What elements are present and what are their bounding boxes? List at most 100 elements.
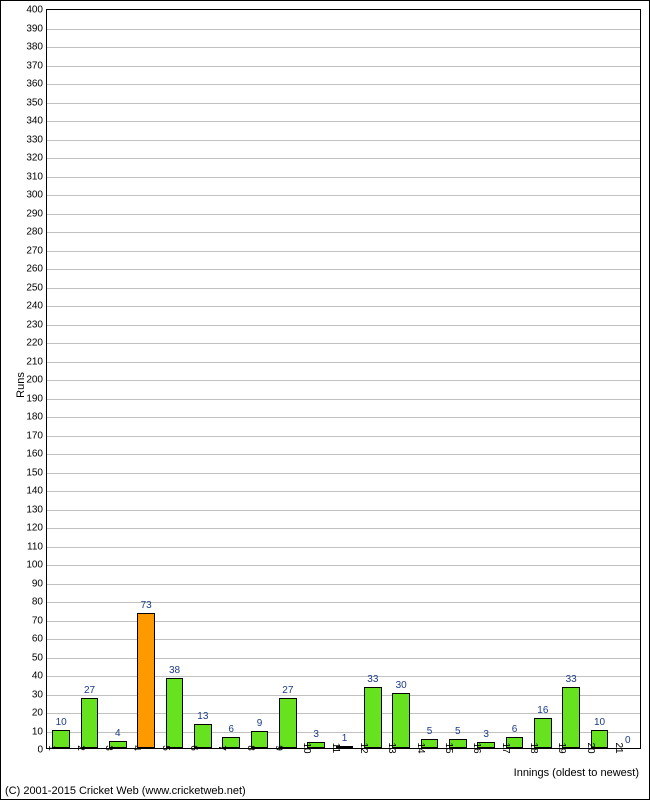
- x-tick-label: 7: [216, 745, 231, 751]
- gridline: [47, 177, 640, 178]
- x-tick-label: 14: [415, 742, 430, 753]
- x-tick-label: 21: [613, 742, 628, 753]
- gridline: [47, 343, 640, 344]
- bar-value-label: 30: [396, 680, 407, 691]
- y-tick-label: 110: [27, 541, 47, 552]
- bar-value-label: 38: [169, 665, 180, 676]
- y-tick-label: 210: [26, 356, 47, 367]
- bar: [279, 698, 297, 748]
- gridline: [47, 66, 640, 67]
- x-tick-label: 4: [131, 745, 146, 751]
- gridline: [47, 417, 640, 418]
- gridline: [47, 547, 640, 548]
- bar: [364, 687, 382, 748]
- x-tick-label: 3: [103, 745, 118, 751]
- gridline: [47, 639, 640, 640]
- y-tick-label: 260: [26, 264, 47, 275]
- y-axis-label: Runs: [15, 372, 27, 398]
- chart-container: 0102030405060708090100110120130140150160…: [0, 0, 650, 800]
- y-tick-label: 290: [26, 208, 47, 219]
- y-tick-label: 140: [26, 486, 47, 497]
- x-tick-label: 16: [471, 742, 486, 753]
- y-tick-label: 400: [26, 5, 47, 16]
- bar-value-label: 13: [197, 711, 208, 722]
- x-tick-label: 10: [301, 742, 316, 753]
- bar-value-label: 9: [257, 718, 263, 729]
- y-tick-label: 120: [26, 523, 47, 534]
- bar-value-label: 27: [84, 685, 95, 696]
- y-tick-label: 160: [26, 449, 47, 460]
- bar-value-label: 10: [594, 717, 605, 728]
- gridline: [47, 288, 640, 289]
- bar: [562, 687, 580, 748]
- gridline: [47, 454, 640, 455]
- gridline: [47, 473, 640, 474]
- x-tick-label: 1: [46, 745, 61, 751]
- gridline: [47, 232, 640, 233]
- bar-value-label: 6: [228, 724, 234, 735]
- gridline: [47, 251, 640, 252]
- y-tick-label: 170: [26, 430, 47, 441]
- y-tick-label: 300: [26, 190, 47, 201]
- gridline: [47, 195, 640, 196]
- bar-value-label: 6: [512, 724, 518, 735]
- bar-value-label: 16: [537, 705, 548, 716]
- gridline: [47, 158, 640, 159]
- bar-value-label: 73: [141, 600, 152, 611]
- x-tick-label: 5: [160, 745, 175, 751]
- y-tick-label: 280: [26, 227, 47, 238]
- gridline: [47, 695, 640, 696]
- x-tick-label: 2: [75, 745, 90, 751]
- x-tick-label: 11: [330, 743, 345, 753]
- gridline: [47, 621, 640, 622]
- y-tick-label: 330: [26, 134, 47, 145]
- y-tick-label: 70: [32, 615, 47, 626]
- bar-value-label: 3: [313, 729, 319, 740]
- bar: [166, 678, 184, 748]
- y-tick-label: 320: [26, 153, 47, 164]
- gridline: [47, 269, 640, 270]
- y-tick-label: 370: [26, 60, 47, 71]
- gridline: [47, 29, 640, 30]
- y-tick-label: 80: [32, 597, 47, 608]
- copyright-footer: (C) 2001-2015 Cricket Web (www.cricketwe…: [5, 785, 246, 797]
- x-tick-label: 17: [500, 742, 515, 753]
- y-tick-label: 180: [26, 412, 47, 423]
- gridline: [47, 84, 640, 85]
- y-tick-label: 250: [26, 282, 47, 293]
- gridline: [47, 380, 640, 381]
- gridline: [47, 436, 640, 437]
- y-tick-label: 20: [32, 708, 47, 719]
- y-tick-label: 50: [32, 652, 47, 663]
- x-tick-label: 18: [528, 742, 543, 753]
- x-tick-label: 15: [443, 742, 458, 753]
- bar-value-label: 5: [427, 726, 433, 737]
- gridline: [47, 399, 640, 400]
- gridline: [47, 103, 640, 104]
- bar-value-label: 5: [455, 726, 461, 737]
- gridline: [47, 47, 640, 48]
- gridline: [47, 325, 640, 326]
- y-tick-label: 100: [26, 560, 47, 571]
- y-tick-label: 350: [26, 97, 47, 108]
- bar: [392, 693, 410, 749]
- y-tick-label: 380: [26, 42, 47, 53]
- x-tick-label: 12: [358, 742, 373, 753]
- y-tick-label: 340: [26, 116, 47, 127]
- bar-value-label: 33: [367, 674, 378, 685]
- y-tick-label: 130: [26, 504, 47, 515]
- gridline: [47, 713, 640, 714]
- y-tick-label: 230: [26, 319, 47, 330]
- y-tick-label: 150: [26, 467, 47, 478]
- x-tick-label: 19: [556, 742, 571, 753]
- gridline: [47, 140, 640, 141]
- gridline: [47, 658, 640, 659]
- y-tick-label: 90: [32, 578, 47, 589]
- bar-value-label: 33: [566, 674, 577, 685]
- gridline: [47, 491, 640, 492]
- y-tick-label: 60: [32, 634, 47, 645]
- x-tick-label: 6: [188, 745, 203, 751]
- gridline: [47, 510, 640, 511]
- y-tick-label: 310: [26, 171, 47, 182]
- x-tick-label: 20: [585, 742, 600, 753]
